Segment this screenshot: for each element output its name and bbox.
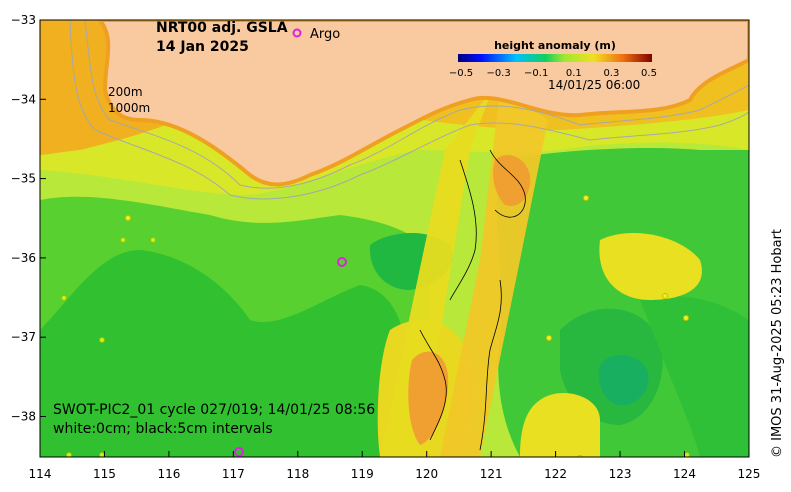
x-axis: 114 115 116 117 118 119 120 121 122 123 124 125: [29, 451, 760, 481]
drifter-4[interactable]: [683, 315, 689, 321]
x-tick-label: 116: [157, 467, 180, 481]
drifter-7[interactable]: [99, 337, 105, 343]
swot-contour-2: [449, 159, 477, 301]
green-eddy-east: [598, 355, 649, 406]
y-tick-label: −33: [11, 13, 36, 27]
swot-hot-spot-south: [408, 351, 449, 445]
swot-contour-1: [489, 149, 526, 218]
y-axis: −33 −34 −35 −36 −37 −38: [11, 13, 46, 424]
swot-swath-left: [380, 90, 492, 457]
isobath-1000m: [69, 20, 749, 200]
drifter-11[interactable]: [66, 452, 72, 458]
colorbar-tick-label: −0.1: [524, 68, 548, 79]
x-tick-label: 118: [286, 467, 309, 481]
swot-contour-info: white:0cm; black:5cm intervals: [53, 421, 273, 437]
x-tick-label: 117: [222, 467, 245, 481]
credit-text: © IMOS 31-Aug-2025 05:23 Hobart: [770, 229, 785, 458]
argo-float-2[interactable]: [234, 447, 244, 457]
colorbar: height anomaly (m) −0.5 −0.3 −0.1 0.1 0.3 0.5: [449, 39, 657, 79]
drifter-3[interactable]: [662, 293, 668, 299]
y-tick-label: −34: [11, 92, 36, 106]
y-tick-label: −35: [11, 172, 36, 186]
argo-float-1[interactable]: [337, 257, 347, 267]
x-tick-label: 124: [673, 467, 696, 481]
colorbar-title: height anomaly (m): [494, 39, 616, 52]
drifter-5[interactable]: [546, 335, 552, 341]
drifter-6[interactable]: [577, 455, 583, 461]
swot-time-label: 14/01/25 06:00: [548, 78, 640, 92]
colorbar-gradient: [458, 54, 652, 62]
drifter-10[interactable]: [61, 295, 67, 301]
colorbar-tick-label: −0.3: [486, 68, 510, 79]
colorbar-tick-label: −0.5: [449, 68, 473, 79]
drifter-9[interactable]: [150, 237, 156, 243]
drifter-8[interactable]: [120, 237, 126, 243]
swot-swath: [380, 90, 548, 457]
colorbar-ticks: −0.5 −0.3 −0.1 0.1 0.3 0.5: [449, 68, 657, 79]
argo-legend-icon: [292, 28, 302, 38]
yellow-region-southeast: [520, 392, 600, 457]
colorbar-tick-label: 0.3: [603, 68, 619, 79]
isobath-200m: [84, 20, 749, 189]
x-tick-label: 114: [29, 467, 52, 481]
map-title: NRT00 adj. GSLA: [156, 20, 288, 36]
x-tick-label: 121: [480, 467, 503, 481]
x-tick-label: 119: [351, 467, 374, 481]
x-tick-label: 122: [544, 467, 567, 481]
swot-contour-4: [479, 279, 502, 451]
y-tick-label: −38: [11, 410, 36, 424]
green-region-southeast: [640, 296, 749, 457]
x-tick-label: 115: [93, 467, 116, 481]
argo-legend-label: Argo: [310, 27, 340, 42]
swot-pass-info: SWOT-PIC2_01 cycle 027/019; 14/01/25 08:…: [53, 402, 375, 418]
y-tick-label: −36: [11, 251, 36, 265]
plot-frame: [39, 19, 750, 458]
colorbar-tick-label: 0.1: [566, 68, 582, 79]
green-region-west-dark: [40, 250, 406, 457]
map-plot-area: [40, 20, 749, 461]
y-tick-label: −37: [11, 330, 36, 344]
swot-hot-spot-north: [493, 155, 531, 206]
map-date: 14 Jan 2025: [156, 39, 249, 55]
depth-label-1000m: 1000m: [108, 101, 150, 115]
swot-contour-3: [419, 329, 447, 441]
x-tick-label: 123: [609, 467, 632, 481]
x-tick-label: 125: [737, 467, 760, 481]
colorbar-tick-label: 0.5: [641, 68, 657, 79]
drifter-2[interactable]: [583, 195, 589, 201]
drifter-1[interactable]: [125, 215, 131, 221]
depth-label-200m: 200m: [108, 85, 143, 99]
x-tick-label: 120: [415, 467, 438, 481]
yellow-region-east: [599, 232, 702, 300]
